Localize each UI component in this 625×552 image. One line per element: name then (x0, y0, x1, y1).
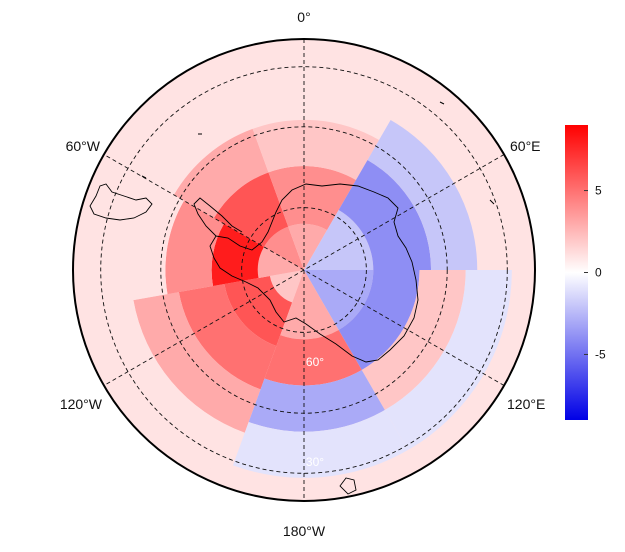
meridian-line-2 (103, 154, 505, 386)
lon-label-0: 0° (297, 9, 310, 25)
colorbar-tick-label-0: 5 (595, 184, 602, 198)
graticule (100, 39, 508, 501)
field-cell-5-0 (304, 270, 374, 331)
field-cell-0-2 (178, 284, 277, 390)
antarctica-coastline (209, 183, 419, 363)
field-cell-5-3 (384, 270, 512, 451)
field-cell-5-2 (361, 270, 466, 411)
colorbar-tick-label-1: 0 (595, 266, 602, 280)
field-cell-3-0 (288, 223, 328, 270)
lon-label-120w: 120°W (60, 396, 103, 412)
field-cell-2-0 (263, 226, 304, 270)
field-cell-5-1 (338, 270, 420, 371)
field-cell-0-3 (133, 292, 261, 433)
field-cell-0-4 (87, 300, 245, 477)
field-cell-2-2 (173, 128, 269, 219)
island-coastline (339, 477, 357, 495)
field-cell-1-1 (211, 223, 264, 287)
map-boundary (72, 38, 536, 502)
colorbar-gradient (565, 125, 588, 420)
antarctic-peninsula-coastline (193, 197, 243, 237)
colorbar: 5 0 -5 (565, 125, 606, 420)
latitude-circle-0 (241, 207, 367, 333)
lon-label-120e: 120°E (507, 396, 545, 412)
latitude-circle-2 (100, 66, 508, 474)
field-cell-4-0 (304, 209, 374, 270)
field-cell-3-1 (268, 166, 356, 230)
lon-label-180w: 180°W (283, 523, 326, 539)
field-cell-1-2 (165, 200, 224, 295)
field-cell-6-3 (232, 410, 408, 478)
field-cell-4-2 (367, 119, 478, 271)
field-cell-0-1 (224, 276, 293, 346)
colorbar-ticks: 5 0 -5 (584, 184, 606, 361)
lon-label-60w: 60°W (66, 138, 101, 154)
field-cell-1-0 (257, 246, 304, 279)
field-cell-1-3 (119, 177, 184, 303)
field-cell-3-2 (252, 119, 380, 180)
lon-label-60e: 60°E (510, 138, 541, 154)
field-cell-6-0 (280, 270, 339, 340)
lat-label-60: 60° (306, 355, 324, 369)
field-cell-0-0 (269, 270, 304, 303)
small-islands (141, 101, 495, 205)
field-cell-6-1 (264, 330, 362, 386)
lat-label-30: 30° (306, 455, 324, 469)
field-cell-6-2 (248, 370, 385, 432)
colorbar-tick-label-2: -5 (595, 347, 606, 361)
